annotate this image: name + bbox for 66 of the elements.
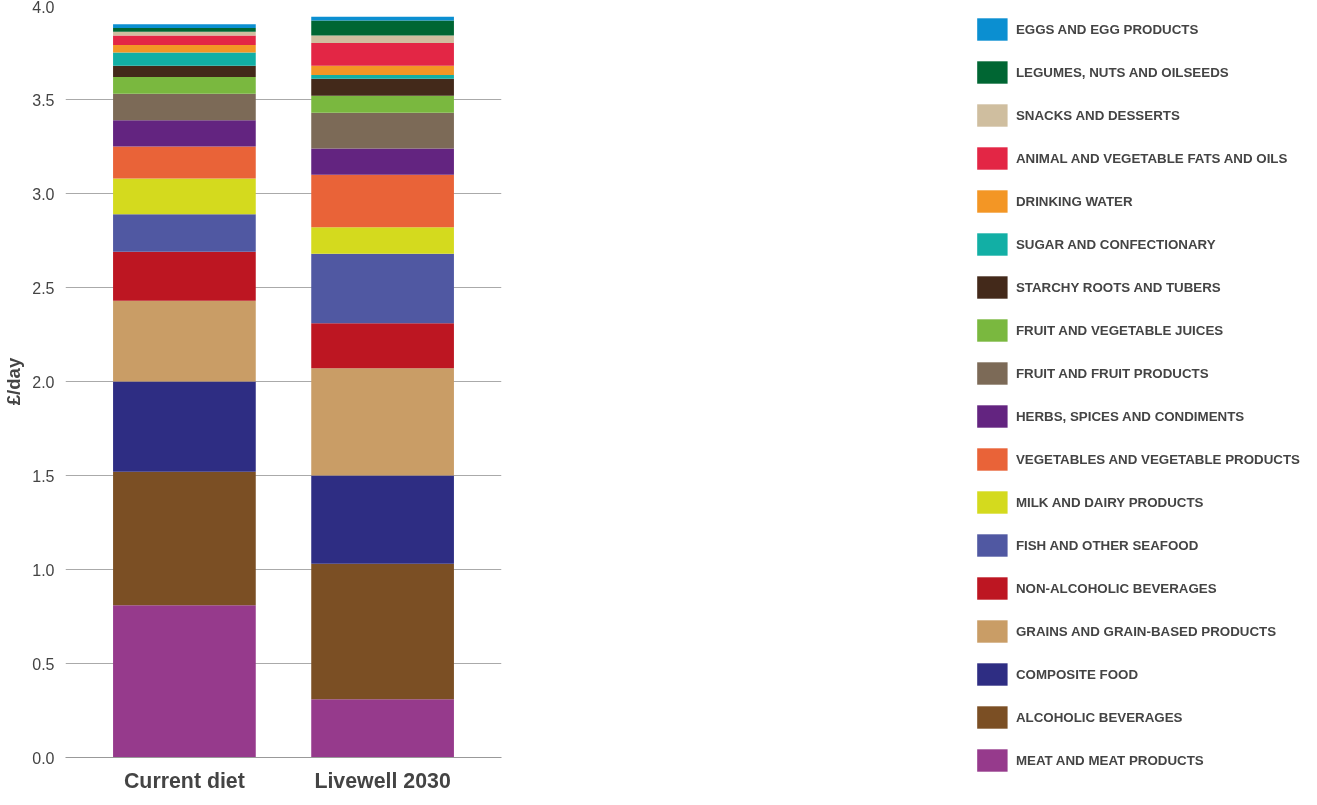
bar: [311, 368, 454, 476]
legend-label: NON-ALCOHOLIC BEVERAGES: [1015, 580, 1217, 596]
bar: [311, 65, 454, 76]
bar: [113, 471, 256, 606]
bar: [113, 35, 256, 45]
bar: [113, 24, 256, 29]
legend-label: DRINKING WATER: [1015, 193, 1133, 209]
legend-label: SUGAR AND CONFECTIONARY: [1015, 236, 1216, 252]
y-tick-label: 3.5: [32, 91, 55, 109]
bar: [311, 43, 454, 66]
bar: [113, 300, 256, 382]
y-tick-label: 2.0: [32, 373, 55, 391]
y-tick-label: 4.0: [32, 0, 55, 16]
bar: [311, 112, 454, 149]
y-tick-label: 0.0: [32, 749, 55, 767]
bar: [311, 16, 454, 21]
x-tick-label: Current diet: [123, 768, 245, 793]
y-tick-label: 3.0: [32, 185, 55, 203]
bar: [311, 75, 454, 79]
bar: [311, 563, 454, 700]
bar: [311, 699, 454, 758]
bar: [311, 253, 454, 324]
legend-label: FISH AND OTHER SEAFOOD: [1015, 537, 1199, 553]
legend-label: FRUIT AND FRUIT PRODUCTS: [1015, 365, 1209, 381]
legend-label: SNACKS AND DESSERTS: [1015, 107, 1180, 123]
bar: [113, 52, 256, 66]
bar: [113, 65, 256, 77]
bar: [311, 95, 454, 113]
x-tick-label: Livewell 2030: [314, 768, 451, 793]
bar: [311, 227, 454, 254]
bar: [311, 174, 454, 228]
bar: [311, 323, 454, 369]
bar: [113, 605, 256, 758]
bar: [113, 381, 256, 472]
legend-label: LEGUMES, NUTS AND OILSEEDS: [1015, 64, 1229, 80]
legend-label: MEAT AND MEAT PRODUCTS: [1015, 752, 1204, 768]
legend-label: GRAINS AND GRAIN-BASED PRODUCTS: [1015, 623, 1277, 639]
legend-label: VEGETABLES AND VEGETABLE PRODUCTS: [1015, 451, 1300, 467]
legend-label: MILK AND DAIRY PRODUCTS: [1015, 494, 1204, 510]
y-tick-label: 1.5: [32, 467, 55, 485]
bar: [113, 214, 256, 252]
bar: [311, 148, 454, 175]
bar: [311, 35, 454, 44]
bar: [113, 44, 256, 53]
bar: [113, 120, 256, 147]
y-tick-label: 1.0: [32, 561, 55, 579]
y-tick-label: 0.5: [32, 655, 55, 673]
legend-label: ALCOHOLIC BEVERAGES: [1015, 709, 1183, 725]
y-tick-label: 2.5: [32, 279, 55, 297]
bar: [113, 28, 256, 32]
bar: [113, 31, 256, 36]
bar: [311, 475, 454, 564]
bar: [113, 178, 256, 215]
bar: [113, 251, 256, 301]
legend-label: COMPOSITE FOOD: [1015, 666, 1139, 682]
legend-label: STARCHY ROOTS AND TUBERS: [1015, 279, 1221, 295]
legend-label: FRUIT AND VEGETABLE JUICES: [1015, 322, 1224, 338]
bar: [113, 76, 256, 94]
legend-label: ANIMAL AND VEGETABLE FATS AND OILS: [1015, 150, 1288, 166]
bar: [311, 20, 454, 36]
legend-label: HERBS, SPICES AND CONDIMENTS: [1015, 408, 1245, 424]
bar: [113, 93, 256, 121]
y-axis-title: £/day: [3, 357, 25, 406]
legend-label: EGGS AND EGG PRODUCTS: [1015, 21, 1199, 37]
bar: [311, 78, 454, 96]
bar: [113, 146, 256, 179]
